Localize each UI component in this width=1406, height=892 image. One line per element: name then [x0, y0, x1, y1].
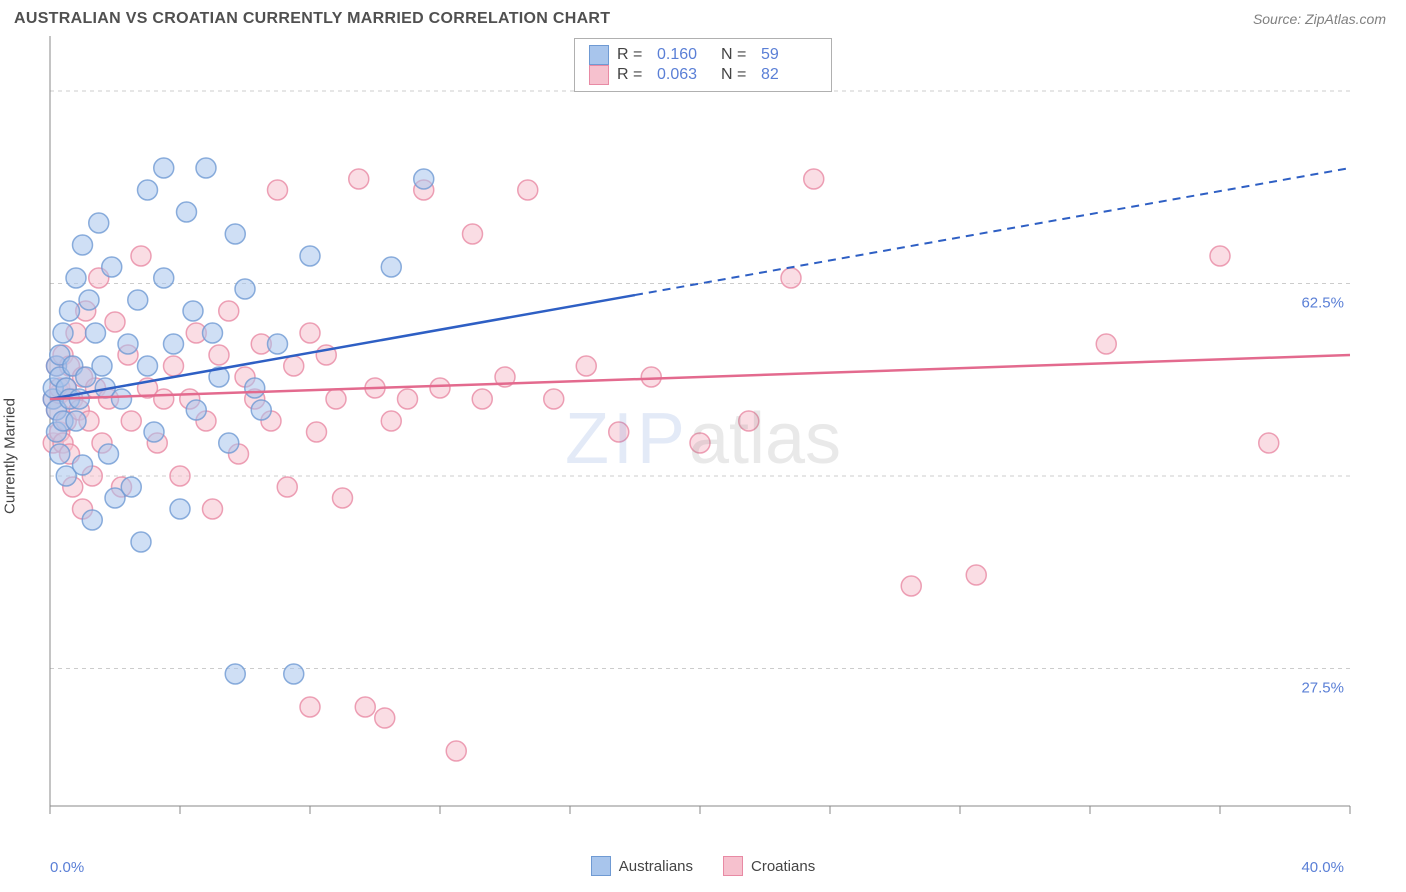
- source-label: Source: ZipAtlas.com: [1253, 11, 1386, 27]
- svg-text:27.5%: 27.5%: [1301, 680, 1344, 697]
- r-value: 0.063: [657, 66, 713, 84]
- chart-container: Currently Married 27.5%62.5% ZIPatlas R …: [0, 36, 1406, 876]
- legend-swatch: [589, 45, 609, 65]
- stats-row: R = 0.160 N = 59: [589, 45, 817, 65]
- legend-item: Australians: [591, 856, 693, 876]
- legend-swatch: [723, 856, 743, 876]
- legend-label: Croatians: [751, 858, 815, 875]
- svg-text:62.5%: 62.5%: [1301, 295, 1344, 312]
- legend-label: Australians: [619, 858, 693, 875]
- stats-legend: R = 0.160 N = 59 R = 0.063 N = 82: [574, 38, 832, 92]
- series-legend: Australians Croatians: [0, 856, 1406, 876]
- stats-row: R = 0.063 N = 82: [589, 65, 817, 85]
- n-value: 59: [761, 46, 817, 64]
- n-label: N =: [721, 66, 753, 84]
- n-value: 82: [761, 66, 817, 84]
- scatter-chart: 27.5% 62.5%: [0, 36, 1406, 836]
- legend-swatch: [589, 65, 609, 85]
- n-label: N =: [721, 46, 753, 64]
- r-value: 0.160: [657, 46, 713, 64]
- chart-title: AUSTRALIAN VS CROATIAN CURRENTLY MARRIED…: [14, 10, 610, 28]
- r-label: R =: [617, 66, 649, 84]
- r-label: R =: [617, 46, 649, 64]
- legend-swatch: [591, 856, 611, 876]
- y-axis-label: Currently Married: [2, 398, 19, 514]
- legend-item: Croatians: [723, 856, 815, 876]
